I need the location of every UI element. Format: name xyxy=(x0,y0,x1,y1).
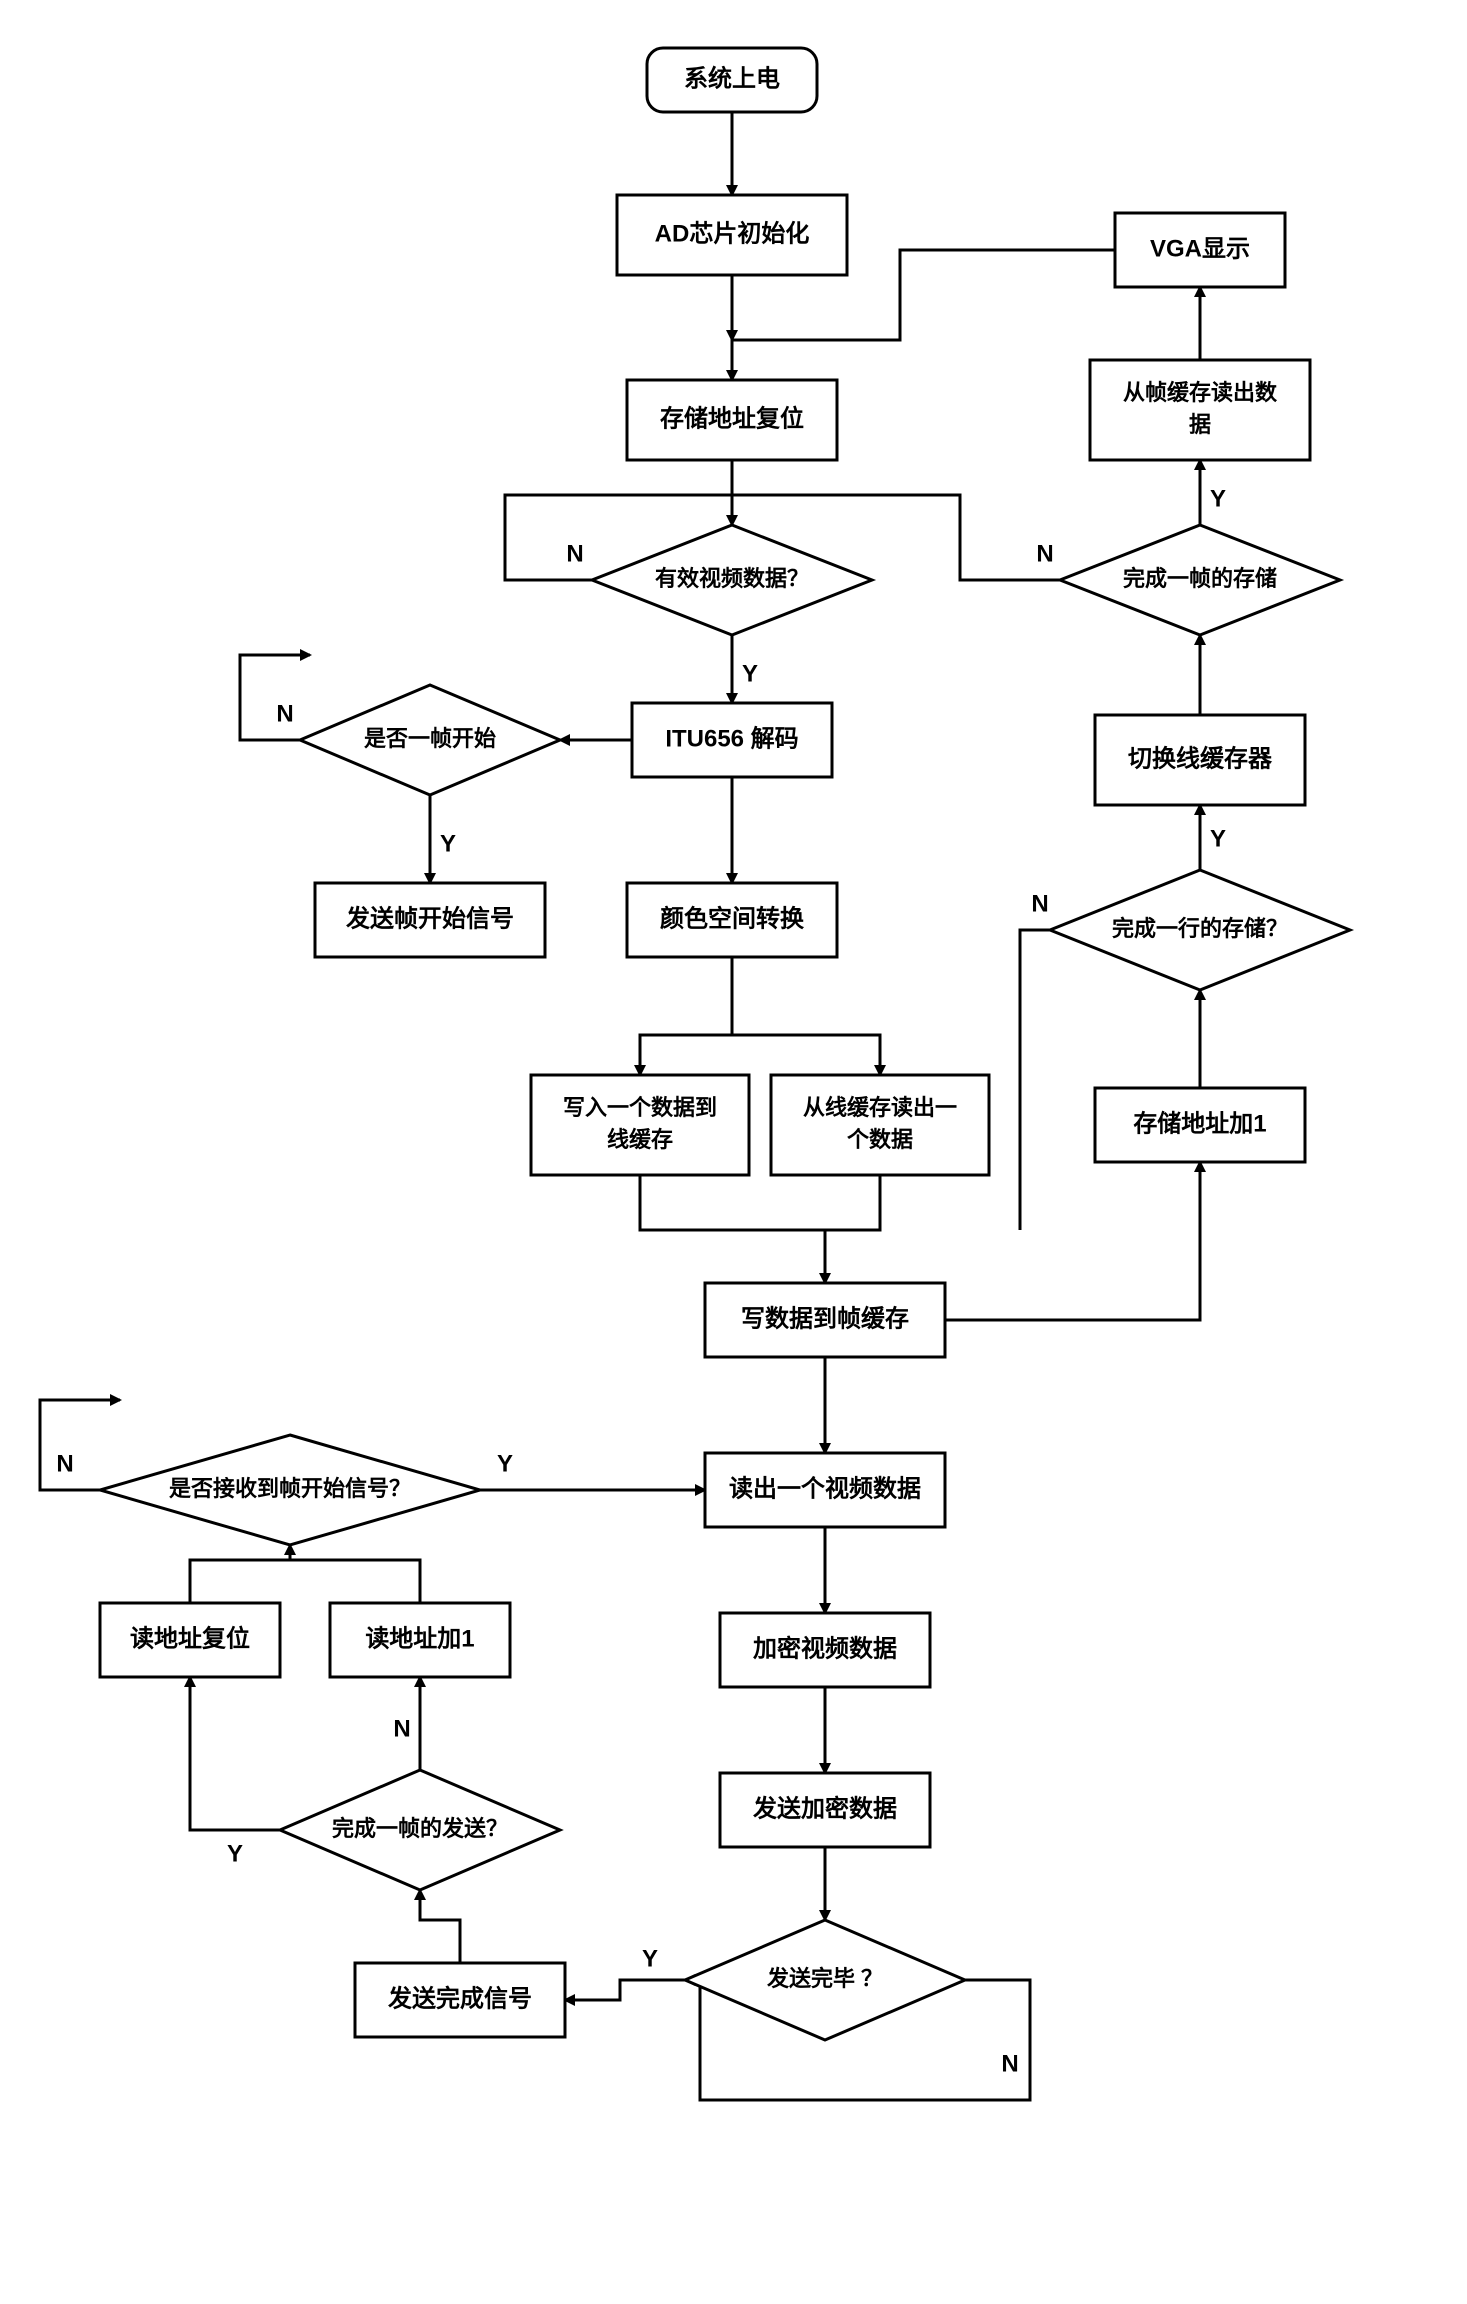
node-send_fs: 发送帧开始信号 xyxy=(315,883,545,957)
svg-text:读地址复位: 读地址复位 xyxy=(130,1624,250,1652)
svg-text:Y: Y xyxy=(1210,485,1226,512)
node-recv_fs_q: 是否接收到帧开始信号？ xyxy=(100,1435,480,1545)
svg-text:有效视频数据？: 有效视频数据？ xyxy=(655,566,809,591)
svg-text:Y: Y xyxy=(642,1945,658,1972)
node-read_line: 从线缓存读出一个数据 xyxy=(771,1075,989,1175)
svg-text:加密视频数据: 加密视频数据 xyxy=(753,1634,897,1662)
node-read_frame: 从帧缓存读出数据 xyxy=(1090,360,1310,460)
node-switch_buf: 切换线缓存器 xyxy=(1095,715,1305,805)
node-send_done_q: 发送完毕 ？ xyxy=(685,1920,965,2040)
svg-text:写入一个数据到: 写入一个数据到 xyxy=(563,1095,717,1120)
svg-text:VGA显示: VGA显示 xyxy=(1150,235,1250,262)
node-write_line: 写入一个数据到线缓存 xyxy=(531,1075,749,1175)
edge xyxy=(40,1400,120,1490)
node-ad_init: AD芯片初始化 xyxy=(617,195,847,275)
svg-text:Y: Y xyxy=(227,1840,243,1867)
svg-text:写数据到帧缓存: 写数据到帧缓存 xyxy=(741,1304,909,1332)
node-start: 系统上电 xyxy=(647,48,817,112)
svg-text:AD芯片初始化: AD芯片初始化 xyxy=(655,219,810,247)
svg-text:N: N xyxy=(1001,2050,1018,2077)
node-raddr_reset: 读地址复位 xyxy=(100,1603,280,1677)
svg-text:系统上电: 系统上电 xyxy=(684,64,780,92)
edge xyxy=(732,1035,880,1075)
node-valid_data: 有效视频数据？ xyxy=(592,525,872,635)
node-itu_decode: ITU656 解码 xyxy=(632,703,832,777)
svg-text:N: N xyxy=(566,540,583,567)
svg-text:N: N xyxy=(1031,890,1048,917)
svg-text:个数据: 个数据 xyxy=(847,1127,913,1152)
svg-text:读出一个视频数据: 读出一个视频数据 xyxy=(729,1475,921,1502)
svg-text:完成一行的存储？: 完成一行的存储？ xyxy=(1112,916,1288,941)
svg-text:存储地址复位: 存储地址复位 xyxy=(660,404,804,432)
svg-text:据: 据 xyxy=(1189,412,1211,437)
edge xyxy=(240,655,310,740)
svg-text:完成一帧的存储: 完成一帧的存储 xyxy=(1123,566,1277,591)
svg-text:切换线缓存器: 切换线缓存器 xyxy=(1128,744,1273,772)
edge xyxy=(420,1890,460,1963)
node-addr_reset: 存储地址复位 xyxy=(627,380,837,460)
svg-text:N: N xyxy=(393,1715,410,1742)
svg-text:发送帧开始信号: 发送帧开始信号 xyxy=(345,904,514,932)
node-frame_done: 完成一帧的存储 xyxy=(1060,525,1340,635)
node-write_frame: 写数据到帧缓存 xyxy=(705,1283,945,1357)
node-addr_plus1: 存储地址加1 xyxy=(1095,1088,1305,1162)
edge xyxy=(190,1677,280,1830)
svg-text:从帧缓存读出数: 从帧缓存读出数 xyxy=(1123,380,1278,405)
svg-text:N: N xyxy=(1036,540,1053,567)
node-vga: VGA显示 xyxy=(1115,213,1285,287)
svg-text:发送加密数据: 发送加密数据 xyxy=(752,1794,897,1822)
node-row_done: 完成一行的存储？ xyxy=(1050,870,1350,990)
node-send_enc: 发送加密数据 xyxy=(720,1773,930,1847)
svg-text:Y: Y xyxy=(1210,825,1226,852)
node-color_conv: 颜色空间转换 xyxy=(627,883,837,957)
svg-text:Y: Y xyxy=(742,660,758,687)
svg-text:从线缓存读出一: 从线缓存读出一 xyxy=(803,1095,957,1120)
svg-text:是否一帧开始: 是否一帧开始 xyxy=(364,726,496,751)
edge xyxy=(565,1980,685,2000)
edge xyxy=(290,1545,420,1603)
node-raddr_plus1: 读地址加1 xyxy=(330,1603,510,1677)
svg-text:ITU656 解码: ITU656 解码 xyxy=(665,724,798,752)
svg-text:是否接收到帧开始信号？: 是否接收到帧开始信号？ xyxy=(169,1476,411,1501)
svg-text:发送完毕 ？: 发送完毕 ？ xyxy=(766,1966,883,1991)
edge xyxy=(1020,930,1050,1230)
edge xyxy=(640,1175,825,1230)
svg-text:N: N xyxy=(276,700,293,727)
svg-text:线缓存: 线缓存 xyxy=(607,1127,673,1152)
svg-text:N: N xyxy=(56,1450,73,1477)
node-send_done_sig: 发送完成信号 xyxy=(355,1963,565,2037)
edge xyxy=(640,1035,732,1075)
edge xyxy=(190,1560,290,1603)
svg-text:Y: Y xyxy=(497,1450,513,1477)
edge xyxy=(825,1175,880,1230)
flowchart-canvas: 系统上电AD芯片初始化存储地址复位有效视频数据？ITU656 解码是否一帧开始发… xyxy=(0,0,1467,2304)
svg-text:完成一帧的发送？: 完成一帧的发送？ xyxy=(332,1816,508,1841)
svg-text:读地址加1: 读地址加1 xyxy=(365,1625,474,1652)
node-read_one: 读出一个视频数据 xyxy=(705,1453,945,1527)
node-frame_start: 是否一帧开始 xyxy=(300,685,560,795)
svg-text:发送完成信号: 发送完成信号 xyxy=(387,1984,532,2012)
svg-text:存储地址加1: 存储地址加1 xyxy=(1133,1109,1266,1137)
edge xyxy=(945,1162,1200,1320)
node-encrypt: 加密视频数据 xyxy=(720,1613,930,1687)
svg-text:颜色空间转换: 颜色空间转换 xyxy=(660,904,805,932)
svg-text:Y: Y xyxy=(440,830,456,857)
node-frame_sent_q: 完成一帧的发送？ xyxy=(280,1770,560,1890)
